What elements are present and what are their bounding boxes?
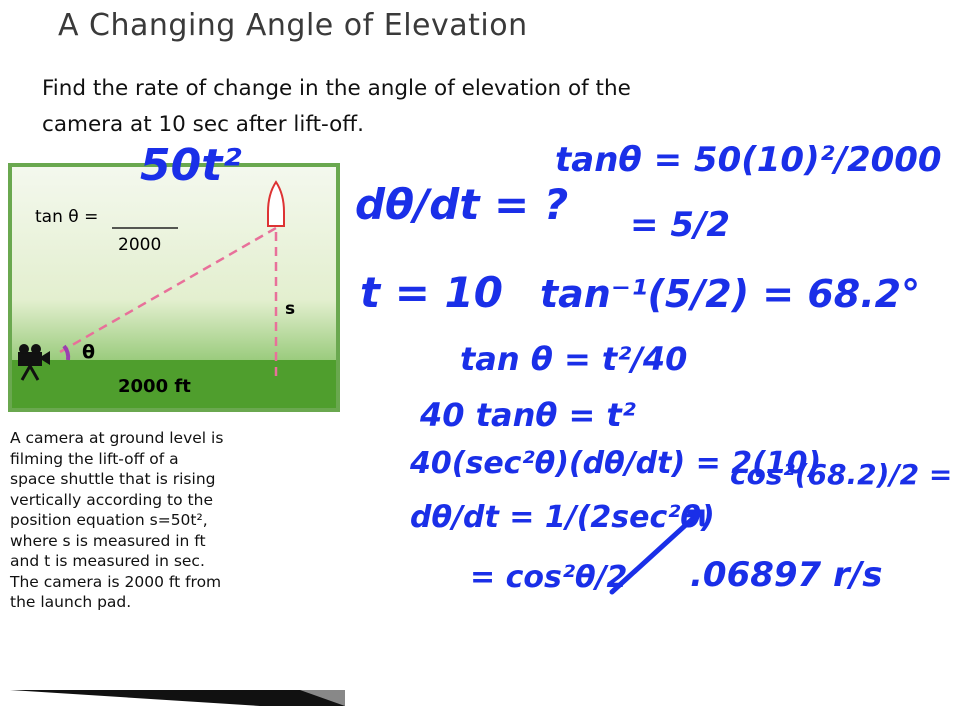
figure-label: θ — [82, 341, 95, 363]
handwriting: = cos²θ/2 — [470, 560, 628, 595]
handwriting: tan θ = t²/40 — [460, 340, 688, 378]
handwriting: = 5/2 — [630, 205, 731, 245]
prompt-line: Find the rate of change in the angle of … — [42, 76, 631, 101]
handwriting: cos²(68.2)/2 = — [730, 458, 953, 491]
figure-label: 2000 — [118, 235, 161, 255]
handwriting: 40(sec²θ)(dθ/dt) = 2(10) — [410, 446, 822, 481]
figure-label: 2000 ft — [118, 376, 191, 397]
angle-arc — [62, 344, 71, 361]
text-line: and t is measured in sec. — [10, 552, 205, 570]
slide-title: A Changing Angle of Elevation — [58, 8, 528, 43]
handwriting: 50t² — [140, 140, 242, 191]
text-line: vertically according to the — [10, 490, 213, 509]
handwriting: 40 tanθ = t² — [420, 396, 636, 434]
text-line: A camera at ground level is — [10, 429, 224, 447]
decor-bar — [10, 690, 345, 706]
handwriting: dθ/dt = ? — [355, 180, 569, 229]
figure-label: s — [285, 299, 295, 319]
text-line: position equation s=50t², — [10, 511, 208, 529]
text-line: filming the lift-off of a — [10, 449, 179, 468]
text-line: the launch pad. — [10, 593, 132, 611]
prompt-line: camera at 10 sec after lift-off. — [42, 112, 364, 137]
text-line: space shuttle that is rising — [10, 470, 216, 488]
arrow — [609, 509, 705, 595]
text-line: where s is measured in ft — [10, 531, 206, 550]
handwriting: t = 10 — [360, 268, 503, 317]
handwriting: tanθ = 50(10)²/2000 — [555, 140, 942, 180]
sight-line — [59, 226, 277, 354]
handwriting: dθ/dt = 1/(2sec²θ) — [410, 500, 715, 535]
decor-bar — [300, 690, 345, 706]
text-line: The camera is 2000 ft from — [10, 572, 222, 591]
problem-text: A camera at ground level is filming the … — [10, 428, 345, 613]
grass — [12, 360, 336, 408]
camera — [18, 344, 50, 381]
handwriting: .06897 r/s — [690, 555, 883, 595]
handwriting: tan⁻¹(5/2) = 68.2° — [540, 272, 921, 316]
figure-label: tan θ = — [35, 207, 98, 227]
rocket — [267, 180, 285, 227]
